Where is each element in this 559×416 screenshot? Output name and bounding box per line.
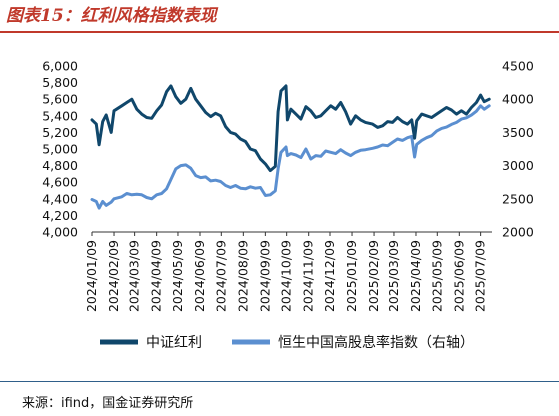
legend: 中证红利 恒生中国高股息率指数（右轴） [100,334,474,351]
footer-rule [0,381,559,382]
y-left-tick-label: 4,200 [42,208,78,223]
y-left-tick-label: 5,400 [42,108,78,123]
y-left-tick-label: 5,800 [42,75,78,90]
y-right-tick-label: 2000 [502,225,534,240]
source-note: 来源：ifind，国金证券研究所 [22,396,194,411]
x-tick-label: 2024/04/09 [149,240,164,312]
x-tick-label: 2025/05/09 [429,240,444,312]
y-axis-right: 2000 2500 3000 3500 4000 4500 [502,59,534,240]
x-tick-label: 2024/11/09 [301,240,316,312]
x-tick-label: 2024/06/09 [192,240,207,312]
x-tick-label: 2025/02/09 [366,240,381,312]
y-left-tick-label: 6,000 [42,59,78,74]
y-right-tick-label: 3000 [502,158,534,173]
series-line-csi-dividend [90,84,491,173]
y-right-tick-label: 4000 [502,92,534,107]
x-tick-label: 2024/12/09 [322,240,337,312]
series-line-hs-high-dividend [90,104,491,210]
y-right-tick-label: 2500 [502,191,534,206]
y-left-tick-label: 4,000 [42,225,78,240]
y-left-tick-label: 4,800 [42,158,78,173]
x-tick-label: 2024/01/09 [84,240,99,312]
y-right-tick-label: 3500 [502,125,534,140]
x-tick-label: 2024/03/09 [127,240,142,312]
x-tick-label: 2024/08/09 [235,240,250,312]
x-tick-label: 2024/07/09 [213,240,228,312]
y-left-tick-label: 4,400 [42,191,78,206]
x-tick-label: 2025/06/09 [451,240,466,312]
x-tick-label: 2024/05/09 [170,240,185,312]
x-tick-label: 2025/03/09 [386,240,401,312]
x-tick-label: 2025/07/09 [473,240,488,312]
x-tick-label: 2024/10/09 [279,240,294,312]
x-axis: 2024/01/09 2024/02/09 2024/03/09 2024/04/09… [84,232,488,312]
legend-label: 恒生中国高股息率指数（右轴） [278,334,474,351]
series-layer [90,84,491,210]
figure-title: 图表15：红利风格指数表现 [6,6,217,26]
x-tick-label: 2025/01/09 [344,240,359,312]
y-left-tick-label: 5,200 [42,125,78,140]
x-tick-label: 2025/04/09 [408,240,423,312]
y-left-tick-label: 4,600 [42,175,78,190]
x-tick-label: 2024/02/09 [106,240,121,312]
x-tick-label: 2024/09/09 [257,240,272,312]
y-right-tick-label: 4500 [502,59,534,74]
legend-label: 中证红利 [146,335,202,351]
y-left-tick-label: 5,600 [42,92,78,107]
title-rule [0,31,559,33]
y-left-tick-label: 5,000 [42,142,78,157]
